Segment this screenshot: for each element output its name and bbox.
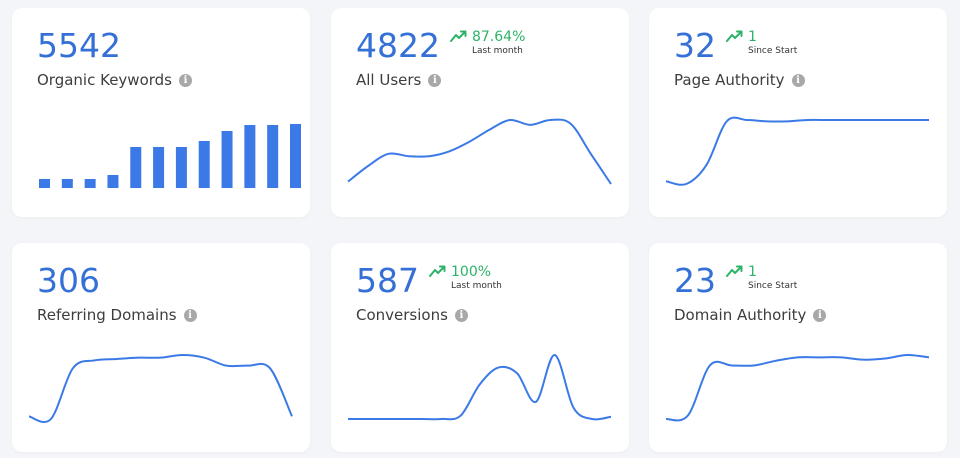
sparkline-line	[347, 353, 612, 421]
stat-card: 5542 Organic Keywords i	[12, 8, 310, 217]
label-text: Domain Authority	[674, 306, 807, 324]
label-text: All Users	[356, 71, 422, 89]
stat-value: 587	[356, 261, 419, 300]
trend-arrow	[726, 265, 743, 277]
stat-card: 32 1 Since Start Page Authority i	[649, 8, 947, 217]
change: 1 Since Start	[726, 29, 797, 57]
trend-arrow	[726, 30, 743, 42]
bar	[153, 147, 165, 188]
bar	[61, 179, 73, 188]
stat-value: 306	[37, 261, 100, 300]
label-text: Organic Keywords	[37, 71, 172, 89]
stat-card: 587 100% Last month Conversions i	[331, 243, 629, 452]
change-value: 1	[748, 29, 757, 45]
trend-icon	[726, 30, 743, 42]
change-note: Last month	[471, 46, 523, 56]
change-text: 1 Since Start	[748, 264, 797, 292]
sparkline-line	[28, 353, 293, 424]
trend-arrow	[429, 265, 446, 277]
info-icon: i	[791, 73, 805, 87]
stat-label: Conversions i	[356, 306, 468, 324]
label-text: Conversions	[356, 306, 448, 324]
stat-card: 4822 87.64% Last month All Users i	[331, 8, 629, 217]
info-icon: i	[183, 308, 197, 322]
bar	[221, 131, 233, 188]
stat-value: 4822	[356, 26, 440, 65]
info-icon: i	[428, 73, 442, 87]
stat-label: Domain Authority i	[674, 306, 827, 324]
sparkline-line	[665, 116, 929, 186]
bar	[39, 179, 50, 188]
trend-icon	[429, 265, 446, 277]
card-header: 587 100% Last month	[356, 261, 502, 301]
bar	[290, 124, 301, 188]
label-text: Page Authority	[674, 71, 785, 89]
stat-card: 306 Referring Domains i	[12, 243, 310, 452]
sparkline	[39, 124, 301, 188]
trend-icon	[726, 265, 743, 277]
stat-value: 32	[674, 26, 716, 65]
bar	[175, 147, 187, 188]
change-text: 100% Last month	[451, 264, 502, 292]
change-note: Since Start	[748, 281, 798, 291]
card-header: 306	[37, 261, 100, 301]
bar	[130, 147, 142, 188]
stat-label: Organic Keywords i	[37, 71, 192, 89]
bar	[84, 179, 96, 188]
info-icon: i	[179, 73, 192, 87]
card-header: 4822 87.64% Last month	[356, 26, 525, 66]
stat-value: 23	[674, 261, 716, 300]
stat-label: Page Authority i	[674, 71, 805, 89]
stat-card: 23 1 Since Start Domain Authority i	[649, 243, 947, 452]
sparkline	[665, 116, 929, 186]
info-icon: i	[813, 308, 827, 322]
sparkline	[347, 118, 612, 185]
card-header: 32 1 Since Start	[674, 26, 797, 66]
sparkline	[347, 353, 612, 421]
bar	[267, 125, 279, 188]
info-icon: i	[454, 308, 468, 322]
change: 87.64% Last month	[449, 29, 525, 57]
trend-icon	[449, 30, 467, 42]
stat-value: 5542	[37, 26, 121, 65]
stat-label: All Users i	[356, 71, 442, 89]
change: 1 Since Start	[726, 264, 797, 292]
change-text: 1 Since Start	[748, 29, 797, 57]
bar	[244, 125, 256, 188]
sparkline	[28, 353, 293, 424]
bar	[107, 175, 119, 188]
bar	[198, 141, 210, 188]
label-text: Referring Domains	[37, 306, 177, 324]
stat-label: Referring Domains i	[37, 306, 197, 324]
change-value: 100%	[451, 264, 492, 280]
change: 100% Last month	[429, 264, 502, 292]
change-note: Since Start	[748, 46, 798, 56]
change-value: 87.64%	[471, 29, 526, 45]
sparkline-line	[347, 118, 612, 185]
sparkline-line	[665, 353, 930, 422]
trend-arrow	[449, 30, 467, 42]
change-note: Last month	[451, 281, 502, 291]
change-text: 87.64% Last month	[472, 29, 525, 57]
card-header: 23 1 Since Start	[674, 261, 797, 301]
card-header: 5542	[37, 26, 121, 66]
sparkline	[665, 353, 930, 422]
change-value: 1	[748, 264, 757, 280]
